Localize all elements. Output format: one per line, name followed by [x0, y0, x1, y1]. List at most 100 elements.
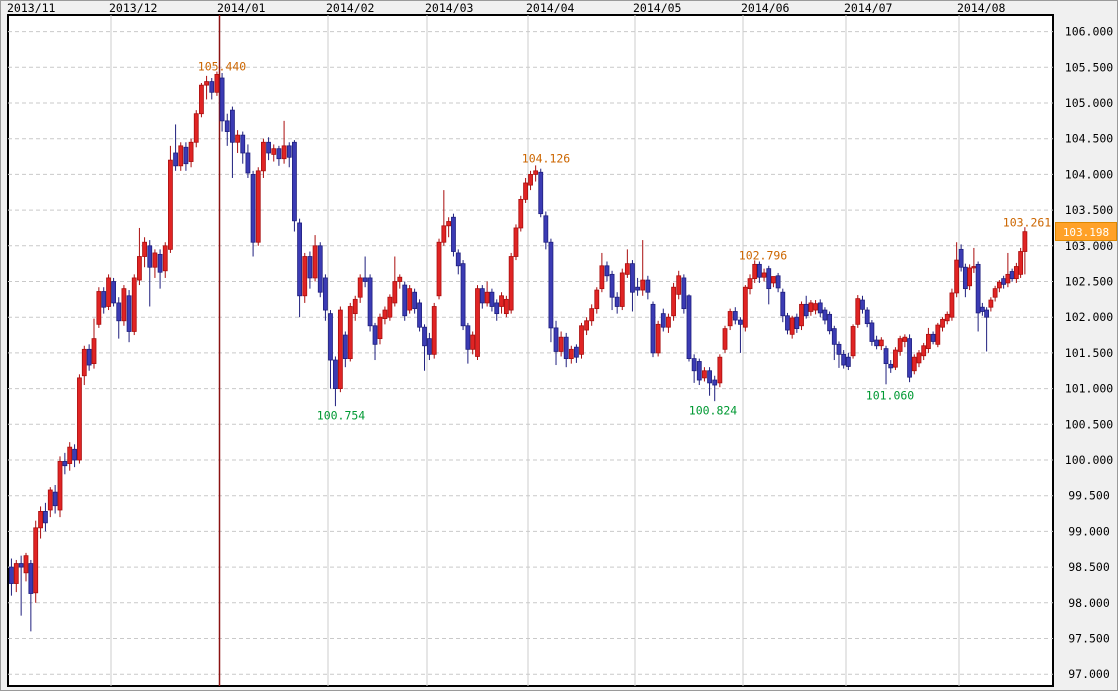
swing-high-label: 104.126 [522, 152, 571, 166]
candle-body-up [752, 263, 758, 280]
candle-body-up [470, 334, 476, 350]
y-axis-label: 98.500 [1068, 560, 1110, 574]
candle-body-down [962, 266, 968, 290]
candle-body-up [162, 245, 168, 272]
candle-body-down [126, 295, 132, 332]
swing-low-label: 100.754 [317, 409, 366, 423]
candle-body-up [77, 377, 82, 461]
candle-body-up [1013, 266, 1019, 280]
candle-body-down [635, 286, 640, 291]
candle-body-down [367, 277, 373, 327]
candle-body-down [116, 302, 122, 322]
candle-body-down [686, 295, 692, 360]
candle-body-up [655, 323, 661, 354]
candle-body-up [594, 289, 600, 310]
candle-body-down [860, 299, 865, 310]
candle-body-up [911, 356, 917, 372]
candle-body-up [1005, 273, 1011, 284]
candle-body-down [101, 291, 107, 308]
candle-body-down [427, 338, 432, 355]
candle-body-down [323, 277, 328, 311]
candle-body-down [841, 353, 847, 366]
candle-body-down [286, 145, 292, 158]
candle-body-up [397, 276, 403, 282]
candle-body-up [771, 276, 776, 284]
x-axis-label: 2014/03 [425, 1, 474, 15]
candle-body-down [803, 303, 809, 317]
candle-body-up [347, 306, 353, 360]
candle-body-down [732, 311, 738, 321]
candle-body-up [742, 286, 748, 328]
candle-body-up [377, 316, 383, 340]
candle-body-down [614, 296, 620, 307]
candle-body-up [940, 318, 945, 328]
candle-body-up [855, 298, 861, 325]
candle-body-up [188, 141, 194, 162]
candle-body-up [996, 281, 1002, 289]
candle-body-down [333, 359, 338, 390]
candle-body-down [230, 109, 235, 143]
candle-body-up [168, 159, 173, 250]
candle-body-up [967, 267, 973, 287]
candle-body-down [543, 215, 549, 243]
candle-body-down [328, 313, 333, 361]
y-axis-label: 100.000 [1065, 453, 1114, 467]
y-axis-label: 104.500 [1065, 132, 1114, 146]
candle-body-up [619, 272, 625, 307]
candle-body-down [609, 273, 615, 298]
candle-body-down [696, 361, 702, 381]
candle-body-down [297, 222, 302, 297]
candle-body-up [624, 263, 630, 275]
candle-body-down [984, 309, 990, 318]
candle-body-down [712, 379, 718, 386]
y-axis-label: 97.000 [1068, 667, 1110, 681]
candle-body-up [96, 291, 102, 325]
candle-body-down [930, 333, 936, 342]
candle-body-down [317, 245, 323, 293]
candle-body-up [599, 265, 605, 290]
candle-body-up [193, 113, 199, 143]
candle-body-down [342, 334, 348, 360]
candle-body-up [1022, 231, 1028, 252]
candle-body-down [845, 356, 851, 367]
candle-body-down [157, 253, 163, 273]
candle-body-down [479, 288, 485, 304]
y-axis-label: 102.000 [1065, 310, 1114, 324]
candle-body-up [302, 256, 308, 297]
candle-body-up [992, 288, 998, 298]
candle-body-down [417, 302, 422, 328]
candle-body-up [178, 145, 184, 167]
plot-area [7, 14, 1054, 687]
candle-body-up [878, 339, 884, 347]
candle-body-down [538, 171, 544, 215]
candle-body-down [43, 511, 48, 524]
candle-body-up [921, 345, 927, 357]
candle-body-up [902, 336, 908, 342]
x-axis-label: 2014/04 [526, 1, 575, 15]
y-axis-label: 99.000 [1068, 524, 1110, 538]
candle-body-up [722, 328, 728, 350]
candle-body-down [756, 263, 762, 278]
candle-body-up [382, 309, 388, 320]
candle-body-up [47, 489, 53, 511]
candle-body-up [235, 134, 240, 143]
candle-body-up [352, 298, 358, 315]
candle-body-down [209, 81, 215, 93]
candle-body-down [292, 141, 297, 222]
candle-body-down [1001, 278, 1007, 285]
candle-body-down [72, 448, 77, 461]
candle-body-down [874, 339, 880, 347]
candle-body-up [850, 326, 856, 357]
candle-body-down [975, 263, 981, 314]
candle-body-up [584, 320, 589, 331]
candle-body-up [589, 308, 595, 322]
candle-body-up [528, 173, 533, 186]
candle-body-down [864, 309, 870, 325]
candle-body-up [13, 563, 19, 584]
candle-body-up [916, 352, 922, 364]
candle-body-up [799, 303, 804, 327]
candle-body-up [518, 198, 524, 229]
candle-body-down [1009, 271, 1015, 280]
candle-body-down [372, 325, 378, 345]
